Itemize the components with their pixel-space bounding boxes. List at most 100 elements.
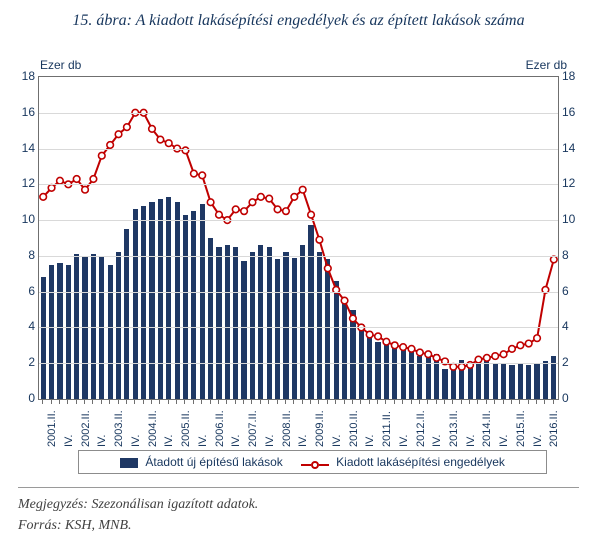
- xtick-mark: [477, 399, 478, 404]
- marker: [40, 194, 47, 201]
- marker: [115, 131, 122, 138]
- chart-title: 15. ábra: A kiadott lakásépítési engedél…: [28, 10, 569, 32]
- ytick-right: 8: [562, 248, 592, 262]
- marker: [400, 344, 407, 351]
- xtick-mark: [226, 399, 227, 404]
- xtick-mark: [327, 399, 328, 404]
- xtick-mark: [92, 399, 93, 404]
- marker: [90, 176, 97, 183]
- ytick-left: 10: [5, 212, 35, 226]
- marker: [274, 206, 281, 213]
- legend: Átadott új építésű lakások Kiadott lakás…: [78, 450, 547, 474]
- ytick-right: 6: [562, 284, 592, 298]
- marker: [308, 211, 315, 218]
- y-axis-unit-right: Ezer db: [526, 58, 567, 72]
- marker: [350, 315, 357, 322]
- xtick-label: 2004.II.: [147, 410, 159, 447]
- y-axis-unit-left: Ezer db: [40, 58, 81, 72]
- xtick-mark: [318, 399, 319, 404]
- plot-area: 002244668810101212141416161818: [38, 76, 559, 400]
- gridline: [39, 363, 558, 364]
- ytick-left: 6: [5, 284, 35, 298]
- xtick-mark: [67, 399, 68, 404]
- xtick-label: 2002.II.: [80, 410, 92, 447]
- xtick-mark: [201, 399, 202, 404]
- xtick-mark: [469, 399, 470, 404]
- marker: [500, 351, 507, 358]
- marker: [324, 265, 331, 272]
- ytick-left: 0: [5, 391, 35, 405]
- marker: [551, 256, 558, 263]
- xtick-label: IV.: [398, 435, 410, 447]
- marker: [82, 186, 89, 193]
- marker: [366, 331, 373, 338]
- ytick-left: 16: [5, 105, 35, 119]
- xtick-mark: [109, 399, 110, 404]
- xtick-mark: [411, 399, 412, 404]
- gridline: [39, 149, 558, 150]
- marker: [124, 124, 131, 131]
- marker: [417, 349, 424, 356]
- xtick-mark: [402, 399, 403, 404]
- xtick-mark: [184, 399, 185, 404]
- marker: [149, 126, 156, 133]
- marker: [258, 194, 265, 201]
- xtick-mark: [344, 399, 345, 404]
- marker: [475, 356, 482, 363]
- xtick-mark: [444, 399, 445, 404]
- xtick-label: 2014.II.: [481, 410, 493, 447]
- marker: [534, 335, 541, 342]
- xtick-mark: [310, 399, 311, 404]
- xtick-label: 2016.II.: [548, 410, 560, 447]
- marker: [458, 364, 465, 371]
- marker: [249, 199, 256, 206]
- xtick-mark: [394, 399, 395, 404]
- marker: [299, 186, 306, 193]
- marker: [165, 140, 172, 147]
- xtick-mark: [76, 399, 77, 404]
- xtick-mark: [486, 399, 487, 404]
- xtick-mark: [352, 399, 353, 404]
- xtick-label: 2001.II.: [46, 410, 58, 447]
- xtick-label: IV.: [230, 435, 242, 447]
- xtick-label: IV.: [331, 435, 343, 447]
- marker: [341, 297, 348, 304]
- gridline: [39, 113, 558, 114]
- xtick-mark: [251, 399, 252, 404]
- marker: [216, 211, 223, 218]
- marker: [48, 185, 55, 192]
- xtick-mark: [528, 399, 529, 404]
- marker: [484, 355, 491, 362]
- marker: [73, 176, 80, 183]
- marker: [98, 152, 105, 159]
- xtick-mark: [360, 399, 361, 404]
- xtick-mark: [385, 399, 386, 404]
- marker: [433, 355, 440, 362]
- xtick-label: IV.: [431, 435, 443, 447]
- gridline: [39, 256, 558, 257]
- xtick-mark: [511, 399, 512, 404]
- xtick-label: 2013.II.: [448, 410, 460, 447]
- ytick-right: 12: [562, 176, 592, 190]
- legend-item-line: Kiadott lakásépítési engedélyek: [301, 455, 505, 469]
- xtick-mark: [277, 399, 278, 404]
- xtick-mark: [335, 399, 336, 404]
- marker: [241, 208, 248, 215]
- bar-swatch-icon: [120, 458, 138, 468]
- marker: [207, 199, 214, 206]
- xtick-label: IV.: [532, 435, 544, 447]
- xtick-mark: [260, 399, 261, 404]
- xtick-mark: [544, 399, 545, 404]
- xtick-mark: [243, 399, 244, 404]
- marker: [509, 346, 516, 353]
- xtick-mark: [101, 399, 102, 404]
- marker: [232, 206, 239, 213]
- marker: [425, 351, 432, 358]
- xtick-mark: [126, 399, 127, 404]
- ytick-right: 10: [562, 212, 592, 226]
- xtick-mark: [519, 399, 520, 404]
- xtick-label: 2011.II.: [381, 411, 393, 447]
- legend-item-bars: Átadott új építésű lakások: [120, 455, 283, 469]
- marker: [408, 346, 415, 353]
- xtick-mark: [452, 399, 453, 404]
